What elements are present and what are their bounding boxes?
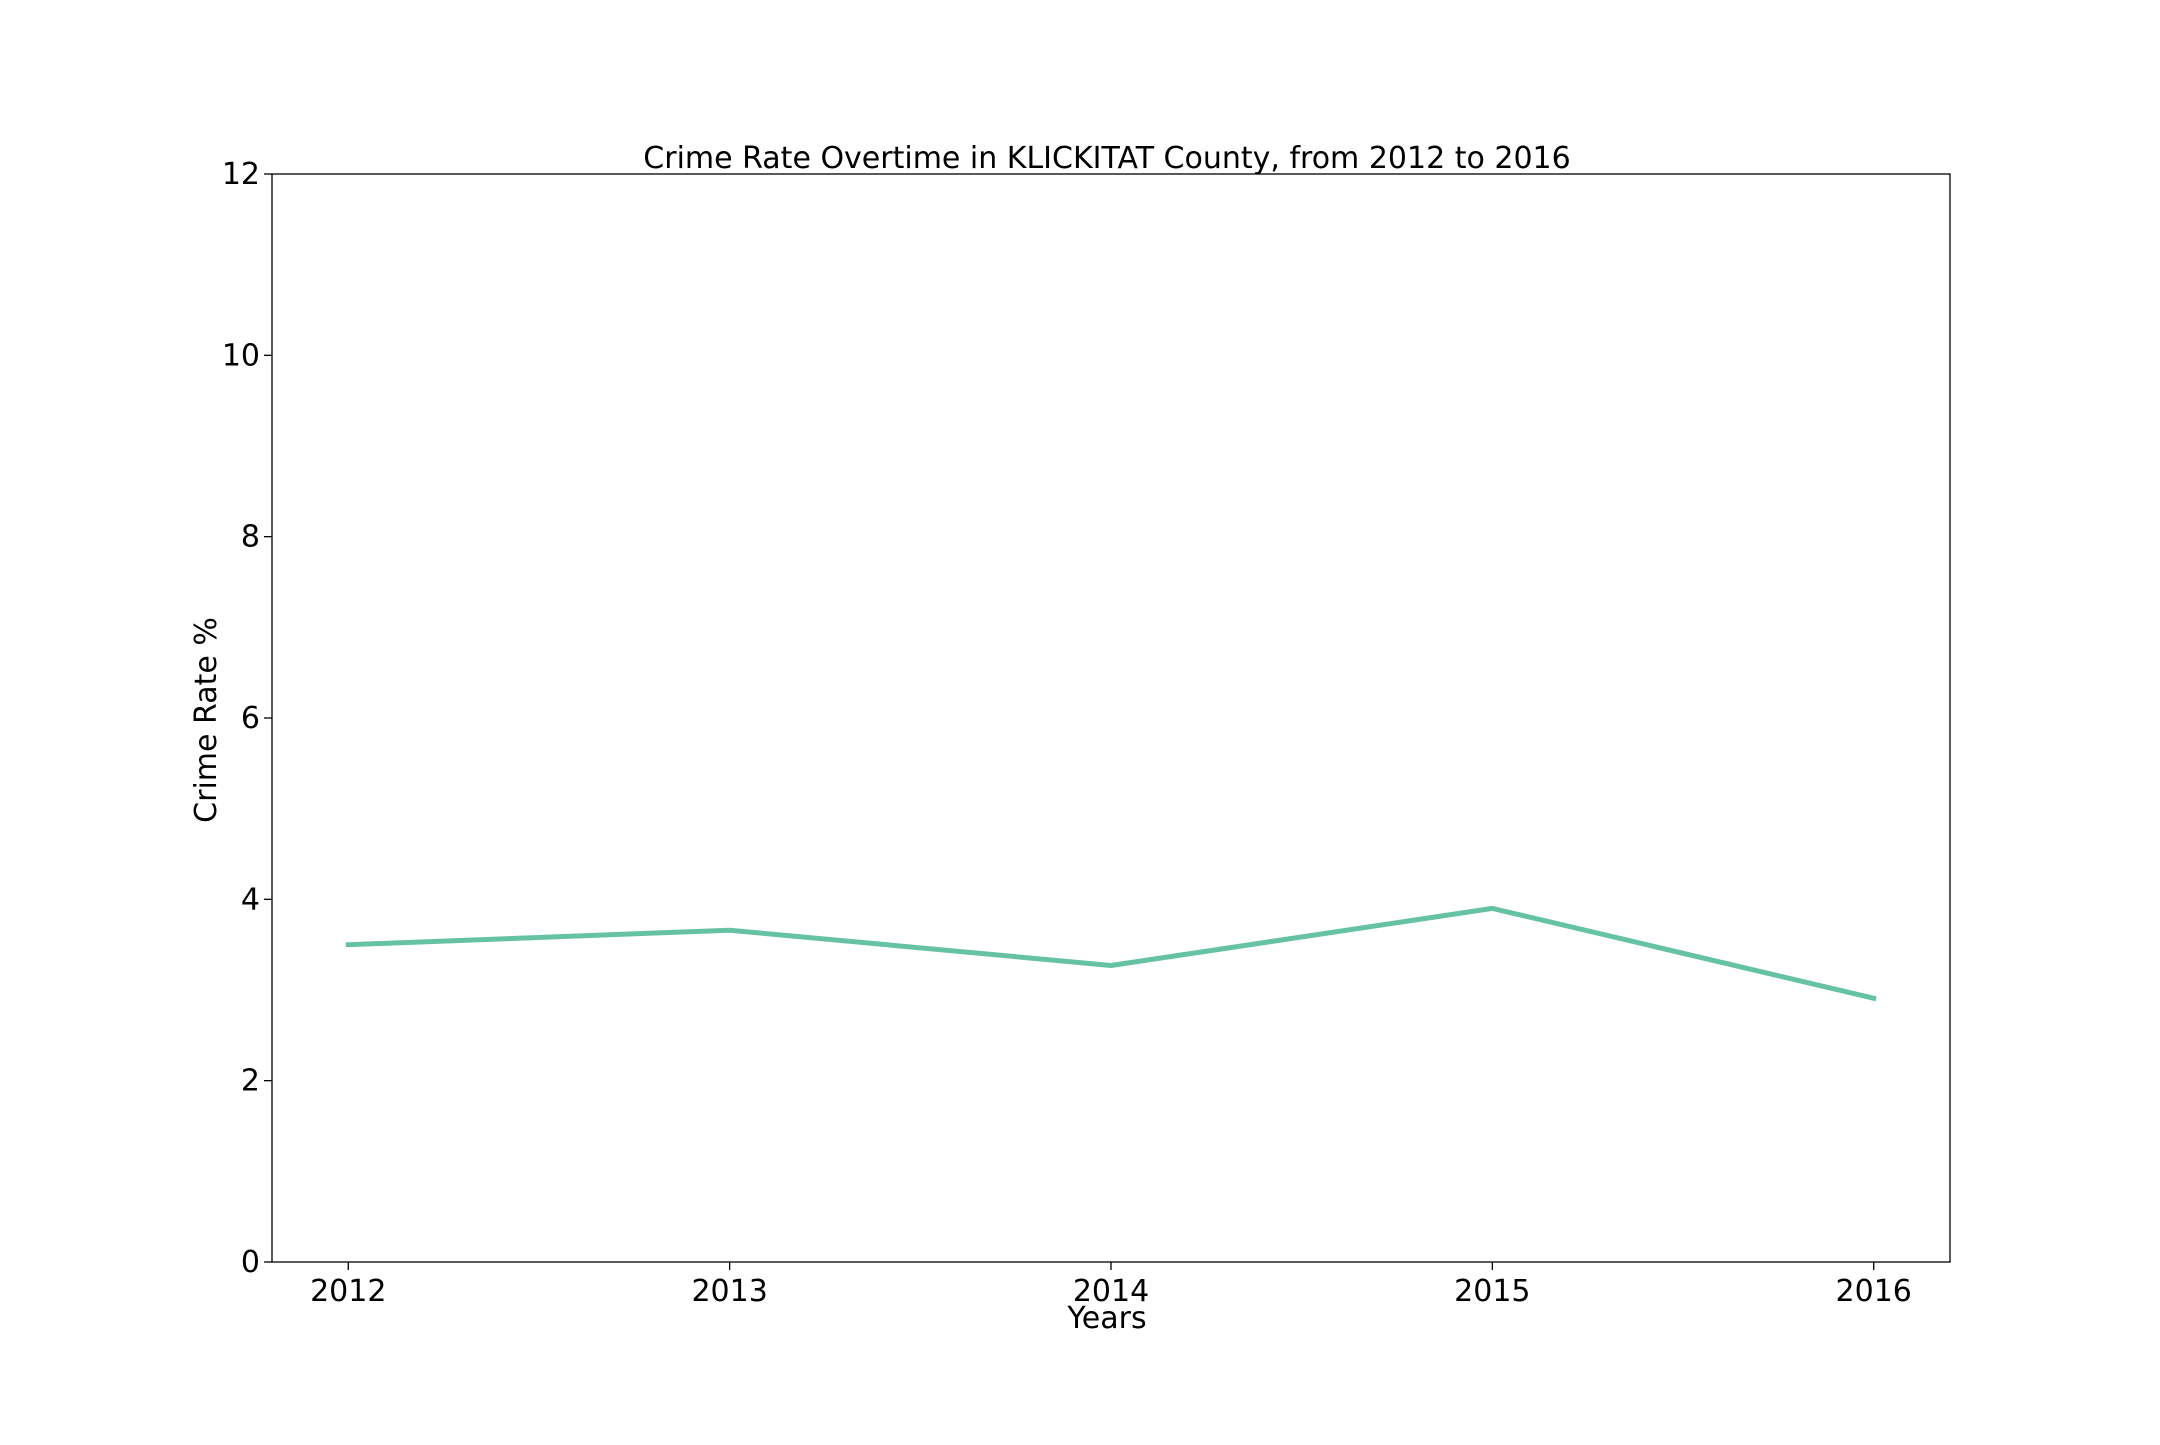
y-axis-label: Crime Rate % [189, 617, 224, 823]
y-tick-label: 0 [241, 1245, 260, 1280]
y-tick-label: 4 [241, 882, 260, 917]
y-tick-label: 10 [222, 338, 260, 373]
y-tick-label: 8 [241, 520, 260, 555]
y-tick-label: 2 [241, 1064, 260, 1099]
x-axis: 2012 2013 2014 2015 2016 [310, 1262, 1912, 1309]
x-tick-label: 2012 [310, 1274, 386, 1309]
y-tick-label: 6 [241, 701, 260, 736]
series-line [345, 905, 1877, 1002]
x-tick-label: 2013 [691, 1274, 767, 1309]
plot-area [271, 173, 1951, 1263]
series-layer [345, 905, 1877, 1002]
y-tick-label: 12 [222, 157, 260, 192]
x-tick-label: 2014 [1073, 1274, 1149, 1309]
x-tick-label: 2016 [1836, 1274, 1912, 1309]
x-axis-label: Years [1066, 1301, 1146, 1336]
x-tick-label: 2015 [1454, 1274, 1530, 1309]
chart-title: Crime Rate Overtime in KLICKITAT County,… [643, 141, 1570, 176]
y-axis: 0 2 4 6 8 10 12 [222, 157, 272, 1280]
plot-frame [271, 173, 1951, 1263]
